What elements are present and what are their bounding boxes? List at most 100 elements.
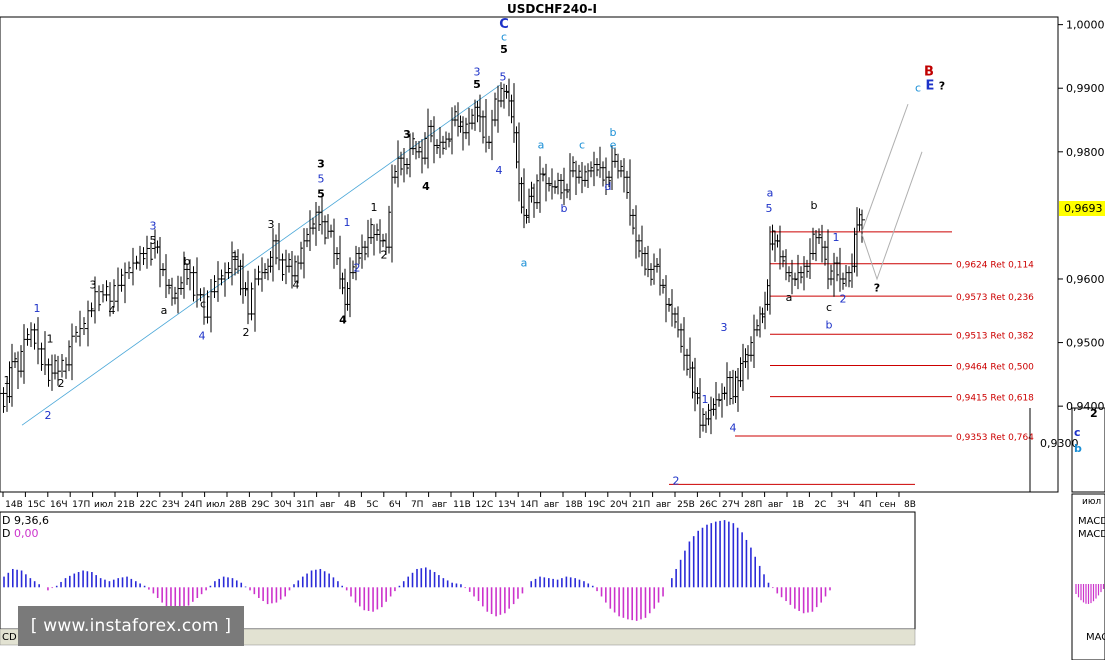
wave-label: b bbox=[184, 255, 191, 268]
current-price-label: 0,9693 bbox=[1064, 202, 1103, 215]
right-macd-label-3: MAC bbox=[1086, 632, 1105, 643]
wave-label: 2 bbox=[381, 249, 388, 262]
time-tick-label: 22С bbox=[140, 500, 158, 510]
time-tick-label: 23Ч bbox=[162, 500, 180, 510]
wave-label: a bbox=[521, 256, 528, 269]
wave-label: 1 bbox=[371, 201, 378, 214]
macd-value: 0,00 bbox=[14, 527, 39, 540]
wave-label: 3 bbox=[317, 158, 325, 171]
wave-label: 3 bbox=[403, 128, 411, 141]
fib-level-label: 0,9513 Ret 0,382 bbox=[956, 331, 1034, 341]
wave-label: 1 bbox=[232, 250, 239, 263]
fib-levels-group: 0,9624 Ret 0,114 0,9573 Ret 0,236 0,9513 R… bbox=[669, 231, 1034, 485]
price-tick-label: 0,9600 bbox=[1066, 273, 1105, 286]
wave-label: 2 bbox=[354, 261, 361, 274]
time-tick-label: 31П bbox=[296, 500, 314, 510]
wave-label: ? bbox=[874, 282, 880, 295]
projection-path bbox=[861, 151, 923, 281]
time-tick-label: 25В bbox=[677, 500, 695, 510]
time-tick-label: авг bbox=[432, 500, 448, 510]
watermark[interactable]: [ www.instaforex.com ] bbox=[18, 606, 244, 646]
time-tick-label: 8В bbox=[904, 500, 916, 510]
wave-label: 5 bbox=[500, 43, 508, 56]
time-tick-label: сен bbox=[879, 500, 895, 510]
wave-label: 2 bbox=[45, 409, 52, 422]
time-tick-label: 18В bbox=[565, 500, 583, 510]
macd-label-2: D 0,00 bbox=[2, 527, 38, 540]
wave-label: a bbox=[786, 291, 793, 304]
wave-label: e bbox=[610, 139, 617, 152]
time-tick-label: 4П bbox=[859, 500, 872, 510]
wave-label: 5 bbox=[473, 78, 481, 91]
price-axis-labels: 1,0000 0,9900 0,9800 0,9600 0,9500 0,9400 bbox=[1058, 19, 1105, 413]
right-wave-2: 2 bbox=[1090, 407, 1098, 420]
wave-label: b bbox=[826, 319, 833, 332]
time-tick-label: 27Ч bbox=[722, 500, 740, 510]
time-tick-label: 29С bbox=[252, 500, 270, 510]
time-tick-label: 28В bbox=[229, 500, 247, 510]
trend-line bbox=[21, 84, 501, 426]
wave-label: 5 bbox=[317, 188, 325, 201]
right-time-label: июл bbox=[1082, 497, 1101, 507]
time-tick-label: 14В bbox=[5, 500, 23, 510]
time-tick-label: авг bbox=[768, 500, 784, 510]
wave-label: c bbox=[579, 139, 585, 152]
right-macd-histogram bbox=[1075, 584, 1105, 604]
time-tick-label: 16Ч bbox=[50, 500, 68, 510]
wave-label: 4 bbox=[730, 422, 737, 435]
wave-label: b bbox=[610, 126, 617, 139]
fib-level-label: 0,9464 Ret 0,500 bbox=[956, 362, 1034, 372]
time-tick-label: 1В bbox=[792, 500, 804, 510]
wave-label: 5 bbox=[766, 202, 773, 215]
wave-label: 1 bbox=[344, 216, 351, 229]
right-wave-b: b bbox=[1074, 442, 1082, 455]
main-chart-frame bbox=[0, 16, 1059, 493]
wave-label: 3 bbox=[474, 66, 481, 79]
time-tick-label: 26С bbox=[700, 500, 718, 510]
wave-label: c bbox=[915, 81, 921, 94]
time-tick-label: 3Ч bbox=[837, 500, 849, 510]
wave-label: 3 bbox=[268, 218, 275, 231]
wave-label: B bbox=[924, 65, 934, 80]
time-tick-label: 7П bbox=[411, 500, 424, 510]
chart-title: USDCHF240-I bbox=[507, 2, 597, 16]
time-tick-label: авг bbox=[544, 500, 560, 510]
wave-label: 4 bbox=[339, 313, 347, 326]
wave-label: 2 bbox=[58, 377, 65, 390]
price-tick-label: 0,9800 bbox=[1066, 146, 1105, 159]
wave-label: 4 bbox=[199, 329, 206, 342]
time-tick-label: авг bbox=[656, 500, 672, 510]
fib-level-label: 0,9624 Ret 0,114 bbox=[956, 261, 1034, 271]
time-tick-label: 14П bbox=[520, 500, 538, 510]
wave-label: 5 bbox=[318, 172, 325, 185]
wave-label: 5 bbox=[500, 71, 507, 84]
wave-label: 2 bbox=[673, 474, 680, 487]
right-mini-panel-lower bbox=[1071, 493, 1105, 660]
wave-label: E bbox=[926, 78, 935, 93]
fib-level-label: 0,9573 Ret 0,236 bbox=[956, 293, 1034, 303]
wave-label: c bbox=[200, 298, 206, 311]
time-tick-label: июл bbox=[206, 500, 225, 510]
wave-label: d bbox=[605, 180, 612, 193]
trend-line-group bbox=[21, 84, 501, 426]
wave-label: 5 bbox=[150, 234, 157, 247]
time-tick-label: 20Ч bbox=[610, 500, 628, 510]
wave-label: b bbox=[561, 202, 568, 215]
wave-label: a bbox=[538, 139, 545, 152]
wave-label: 4 bbox=[422, 180, 430, 193]
time-tick-label: 11В bbox=[453, 500, 471, 510]
price-bars-group bbox=[0, 78, 865, 438]
wave-label: 1 bbox=[47, 333, 54, 346]
time-tick-label: 17П bbox=[72, 500, 90, 510]
right-wave-c: c bbox=[1074, 426, 1081, 439]
wave-label: C bbox=[499, 17, 509, 32]
price-tick-label: 0,9400 bbox=[1066, 400, 1105, 413]
time-tick-label: 21П bbox=[632, 500, 650, 510]
right-macd-label-2: MACD bbox=[1078, 529, 1105, 540]
wave-label: 2 bbox=[243, 326, 250, 339]
time-tick-label: 28П bbox=[744, 500, 762, 510]
macd-histogram-group bbox=[3, 520, 831, 621]
wave-label: 1 bbox=[34, 302, 41, 315]
time-tick-label: 12С bbox=[476, 500, 494, 510]
